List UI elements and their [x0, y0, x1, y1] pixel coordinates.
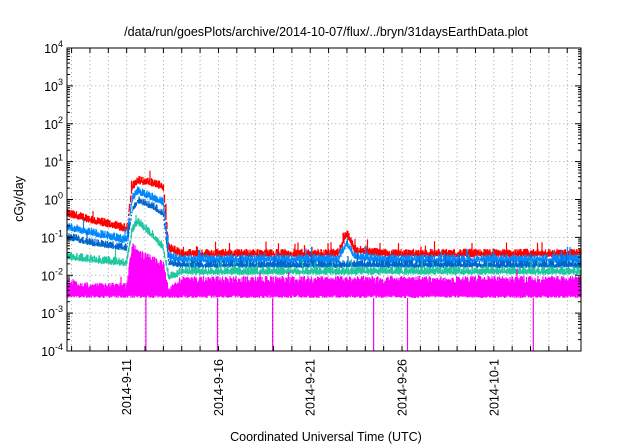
y-tick-label: 102 — [44, 115, 63, 132]
y-tick-label: 10-2 — [41, 266, 63, 283]
y-axis-label: cGy/day — [12, 175, 26, 222]
chart-title: /data/run/goesPlots/archive/2014-10-07/f… — [124, 25, 528, 39]
x-tick-label: 2014-9-21 — [304, 359, 318, 416]
x-axis-label: Coordinated Universal Time (UTC) — [230, 430, 422, 444]
y-tick-label: 104 — [44, 39, 63, 56]
x-tick-label: 2014-9-26 — [396, 359, 410, 416]
y-tick-label: 10-1 — [41, 228, 63, 245]
y-tick-label: 101 — [44, 153, 63, 170]
axis-layer: 10-4 10-3 10-2 10-1 100 101 102 103 104 2014-9-11… — [41, 39, 581, 416]
y-tick-label: 10-3 — [41, 304, 63, 321]
x-tick-label: 2014-9-16 — [212, 359, 226, 416]
data-series-1 — [66, 170, 582, 258]
y-tick-label: 103 — [44, 77, 63, 94]
x-tick-label: 2014-10-1 — [487, 359, 501, 416]
y-tick-label: 10-4 — [41, 342, 63, 359]
series-layer — [66, 170, 582, 351]
x-tick-label: 2014-9-11 — [120, 359, 134, 415]
grid-layer — [67, 48, 581, 351]
y-tick-label: 100 — [44, 191, 63, 208]
